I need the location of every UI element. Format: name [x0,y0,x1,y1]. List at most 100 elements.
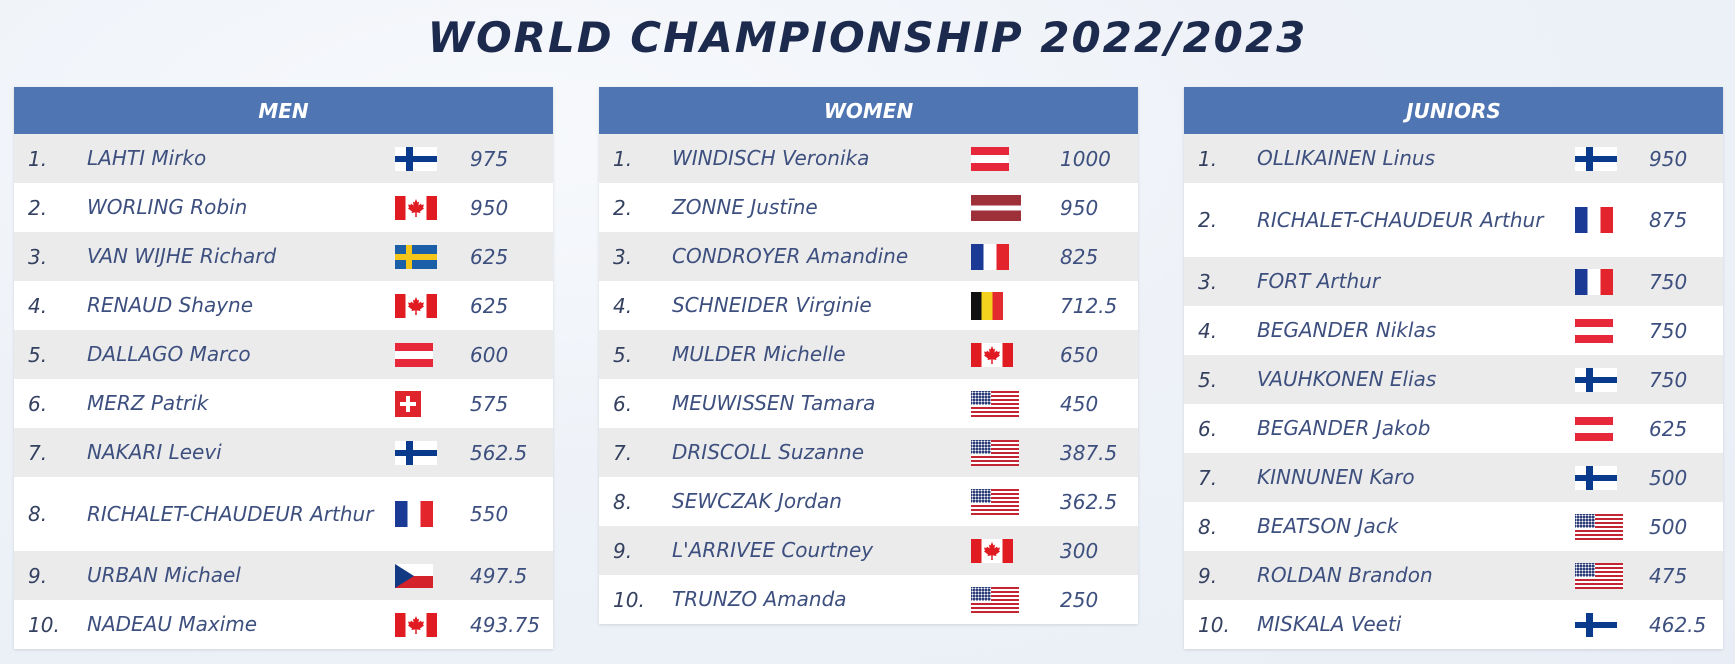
ranking-row: 4. BEGANDER Niklas 750 [1184,306,1723,355]
points-value: 875 [1649,208,1688,232]
ranking-row: 9. ROLDAN Brandon 475 [1184,551,1723,600]
rank-number: 9. [1198,563,1218,588]
ranking-row: 9. L'ARRIVEE Courtney 300 [599,526,1138,575]
country-flag-cell [971,526,1031,575]
ranking-row: 1. OLLIKAINEN Linus 950 [1184,134,1723,183]
usa-flag-icon [971,586,1019,613]
canada-flag-icon [395,195,437,220]
maple-leaf-icon [984,345,1000,364]
usa-flag-icon [971,488,1019,515]
points-value: 475 [1649,563,1688,588]
rank-number: 4. [613,293,633,318]
maple-leaf-icon [984,541,1000,560]
austria-flag-icon [1575,416,1613,441]
ranking-row: 4. RENAUD Shayne 625 [14,281,553,330]
ranking-row: 2. ZONNE Justīne 950 [599,183,1138,232]
rank-number: 2. [1198,208,1218,232]
rank-number: 6. [613,391,633,416]
athlete-name: OLLIKAINEN Linus [1257,146,1436,170]
athlete-name: DALLAGO Marco [87,342,251,366]
ranking-list-men: 1. LAHTI Mirko 975 2. WORLING Robin 950 3. VAN … [14,134,553,649]
athlete-name: RENAUD Shayne [87,293,254,317]
athlete-name: NADEAU Maxime [87,612,258,636]
points-value: 750 [1649,269,1688,294]
ranking-panel-women: WOMEN 1. WINDISCH Veronika 1000 2. ZONNE Jus… [599,87,1138,624]
country-flag-cell [971,379,1031,428]
athlete-name: MISKALA Veeti [1257,612,1402,636]
athlete-name: SCHNEIDER Virginie [672,293,872,317]
athlete-name: TRUNZO Amanda [672,587,847,611]
athlete-name: RICHALET-CHAUDEUR Arthur [1257,207,1544,232]
athlete-name: BEATSON Jack [1257,514,1399,538]
austria-flag-icon [1575,318,1613,343]
country-flag-cell [1575,600,1635,649]
rank-number: 10. [1198,612,1230,637]
country-flag-cell [395,281,455,330]
country-flag-cell [395,379,455,428]
rank-number: 4. [28,293,48,318]
country-flag-cell [395,330,455,379]
belgium-flag-icon [971,291,1003,320]
athlete-name: BEGANDER Niklas [1257,318,1437,342]
rank-number: 8. [1198,514,1218,539]
country-flag-cell [1575,502,1635,551]
ranking-row: 1. WINDISCH Veronika 1000 [599,134,1138,183]
finland-flag-icon [1575,465,1617,490]
ranking-row: 6. MERZ Patrik 575 [14,379,553,428]
points-value: 500 [1649,514,1688,539]
ranking-row: 1. LAHTI Mirko 975 [14,134,553,183]
usa-flag-icon [1575,513,1623,540]
austria-flag-icon [971,146,1009,171]
country-flag-cell [971,575,1031,624]
ranking-row: 2. RICHALET-CHAUDEUR Arthur 875 [1184,183,1723,257]
rank-number: 2. [28,195,48,220]
finland-flag-icon [395,146,437,171]
country-flag-cell [395,477,455,551]
country-flag-cell [971,183,1031,232]
rank-number: 3. [1198,269,1218,294]
athlete-name: RICHALET-CHAUDEUR Arthur [87,501,374,526]
czech-republic-flag-icon [395,563,433,588]
canada-flag-icon [395,612,437,637]
ranking-row: 7. NAKARI Leevi 562.5 [14,428,553,477]
country-flag-cell [395,600,455,649]
usa-flag-icon [971,390,1019,417]
points-value: 950 [470,195,509,220]
country-flag-cell [395,183,455,232]
panel-header-men: MEN [14,87,553,134]
country-flag-cell [1575,453,1635,502]
country-flag-cell [395,551,455,600]
finland-flag-icon [1575,146,1617,171]
rank-number: 3. [28,244,48,269]
rank-number: 7. [28,440,48,465]
points-value: 750 [1649,367,1688,392]
rank-number: 2. [613,195,633,220]
points-value: 975 [470,146,509,171]
ranking-row: 8. RICHALET-CHAUDEUR Arthur 550 [14,477,553,551]
ranking-row: 3. VAN WIJHE Richard 625 [14,232,553,281]
country-flag-cell [971,232,1031,281]
sweden-flag-icon [395,244,437,269]
rank-number: 4. [1198,318,1218,343]
points-value: 950 [1649,146,1688,171]
points-value: 497.5 [470,563,528,588]
france-flag-icon [395,501,433,527]
athlete-name: CONDROYER Amandine [672,244,909,268]
country-flag-cell [971,330,1031,379]
ranking-row: 10. NADEAU Maxime 493.75 [14,600,553,649]
country-flag-cell [395,134,455,183]
rank-number: 9. [613,538,633,563]
athlete-name: L'ARRIVEE Courtney [672,538,874,562]
ranking-panel-men: MEN 1. LAHTI Mirko 975 2. WORLING Robin 950 3.… [14,87,553,649]
ranking-row: 5. MULDER Michelle 650 [599,330,1138,379]
country-flag-cell [1575,134,1635,183]
athlete-name: BEGANDER Jakob [1257,416,1431,440]
athlete-name: KINNUNEN Karo [1257,465,1415,489]
points-value: 500 [1649,465,1688,490]
points-value: 625 [470,293,509,318]
ranking-row: 4. SCHNEIDER Virginie 712.5 [599,281,1138,330]
ranking-row: 8. SEWCZAK Jordan 362.5 [599,477,1138,526]
athlete-name: SEWCZAK Jordan [672,489,842,513]
points-value: 575 [470,391,509,416]
points-value: 1000 [1060,146,1111,171]
